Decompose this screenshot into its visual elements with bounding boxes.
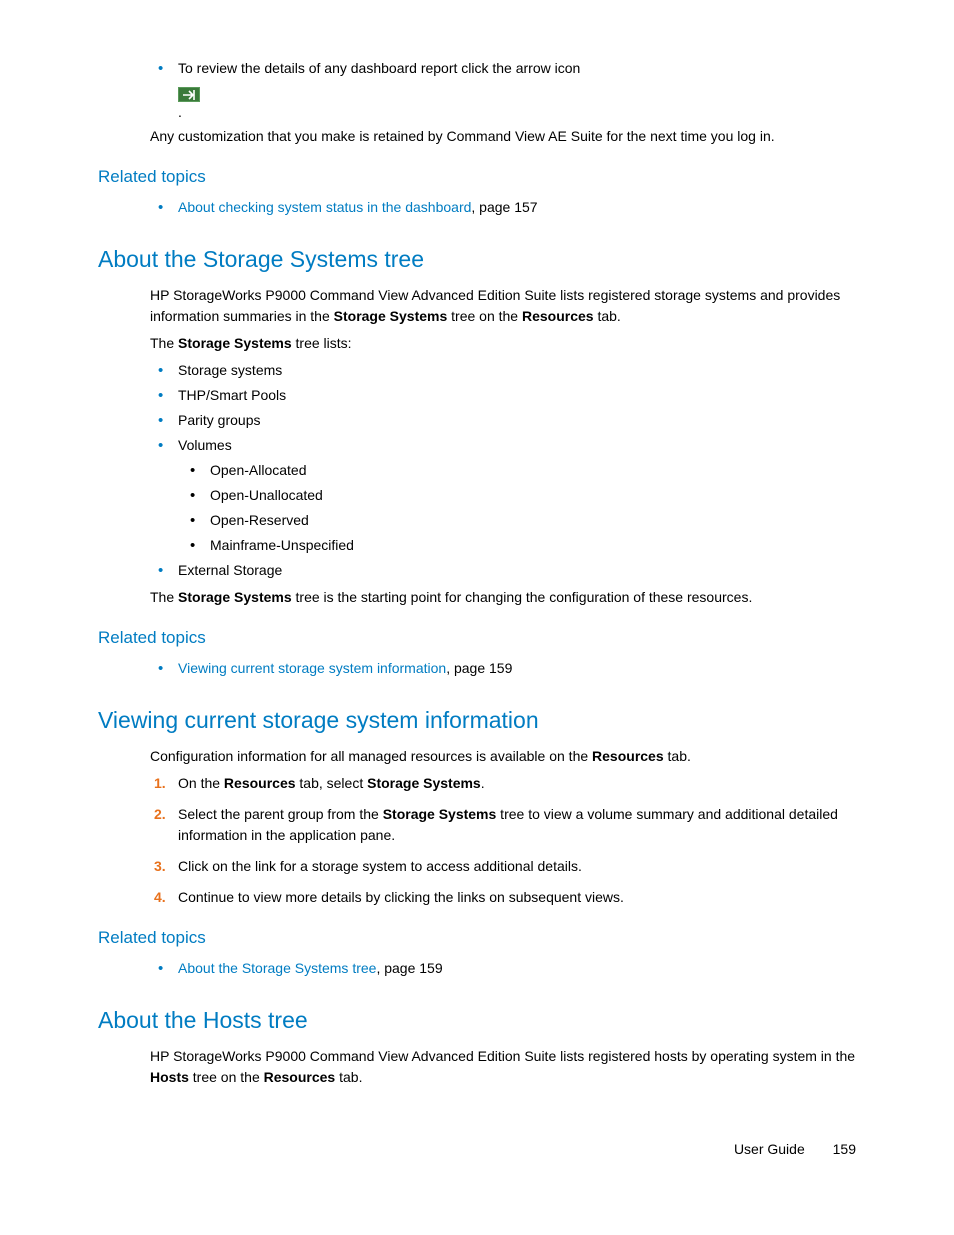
body-paragraph: Configuration information for all manage…	[150, 746, 856, 767]
list-item: Viewing current storage system informati…	[150, 658, 856, 679]
list-item-nested: Open-Allocated	[182, 460, 856, 481]
body-paragraph: The Storage Systems tree lists:	[150, 333, 856, 354]
related-topics-heading: Related topics	[98, 167, 856, 187]
step-number: 4.	[154, 887, 166, 908]
list-item: Volumes	[150, 435, 856, 456]
related-topics-heading: Related topics	[98, 628, 856, 648]
related-link[interactable]: About checking system status in the dash…	[178, 199, 471, 215]
section-heading: About the Storage Systems tree	[98, 246, 856, 273]
footer-label: User Guide	[734, 1141, 805, 1157]
page-ref: , page 157	[471, 199, 537, 215]
list-item-nested: Mainframe-Unspecified	[182, 535, 856, 556]
body-paragraph: The Storage Systems tree is the starting…	[150, 587, 856, 608]
related-link[interactable]: About the Storage Systems tree	[178, 960, 376, 976]
list-item: THP/Smart Pools	[150, 385, 856, 406]
related-topics-heading: Related topics	[98, 928, 856, 948]
numbered-step: 4. Continue to view more details by clic…	[150, 887, 856, 908]
body-paragraph: HP StorageWorks P9000 Command View Advan…	[150, 1046, 856, 1088]
list-item: Parity groups	[150, 410, 856, 431]
page-footer: User Guide 159	[734, 1141, 856, 1157]
arrow-icon	[178, 87, 200, 102]
page-ref: , page 159	[446, 660, 512, 676]
related-link[interactable]: Viewing current storage system informati…	[178, 660, 446, 676]
list-item-nested: Open-Unallocated	[182, 485, 856, 506]
list-item: External Storage	[150, 560, 856, 581]
list-item: About checking system status in the dash…	[150, 197, 856, 218]
section-heading: About the Hosts tree	[98, 1007, 856, 1034]
section-heading: Viewing current storage system informati…	[98, 707, 856, 734]
step-number: 3.	[154, 856, 166, 877]
list-item: About the Storage Systems tree, page 159	[150, 958, 856, 979]
footer-page-number: 159	[833, 1141, 856, 1157]
numbered-step: 3. Click on the link for a storage syste…	[150, 856, 856, 877]
list-item: Storage systems	[150, 360, 856, 381]
body-paragraph: HP StorageWorks P9000 Command View Advan…	[150, 285, 856, 327]
page-ref: , page 159	[376, 960, 442, 976]
numbered-step: 2. Select the parent group from the Stor…	[150, 804, 856, 846]
list-item-nested: Open-Reserved	[182, 510, 856, 531]
bullet-text: To review the details of any dashboard r…	[178, 60, 580, 76]
list-item: To review the details of any dashboard r…	[150, 58, 856, 79]
numbered-step: 1. On the Resources tab, select Storage …	[150, 773, 856, 794]
period-text: .	[178, 104, 856, 120]
body-paragraph: Any customization that you make is retai…	[150, 126, 856, 147]
step-number: 2.	[154, 804, 166, 825]
step-number: 1.	[154, 773, 166, 794]
